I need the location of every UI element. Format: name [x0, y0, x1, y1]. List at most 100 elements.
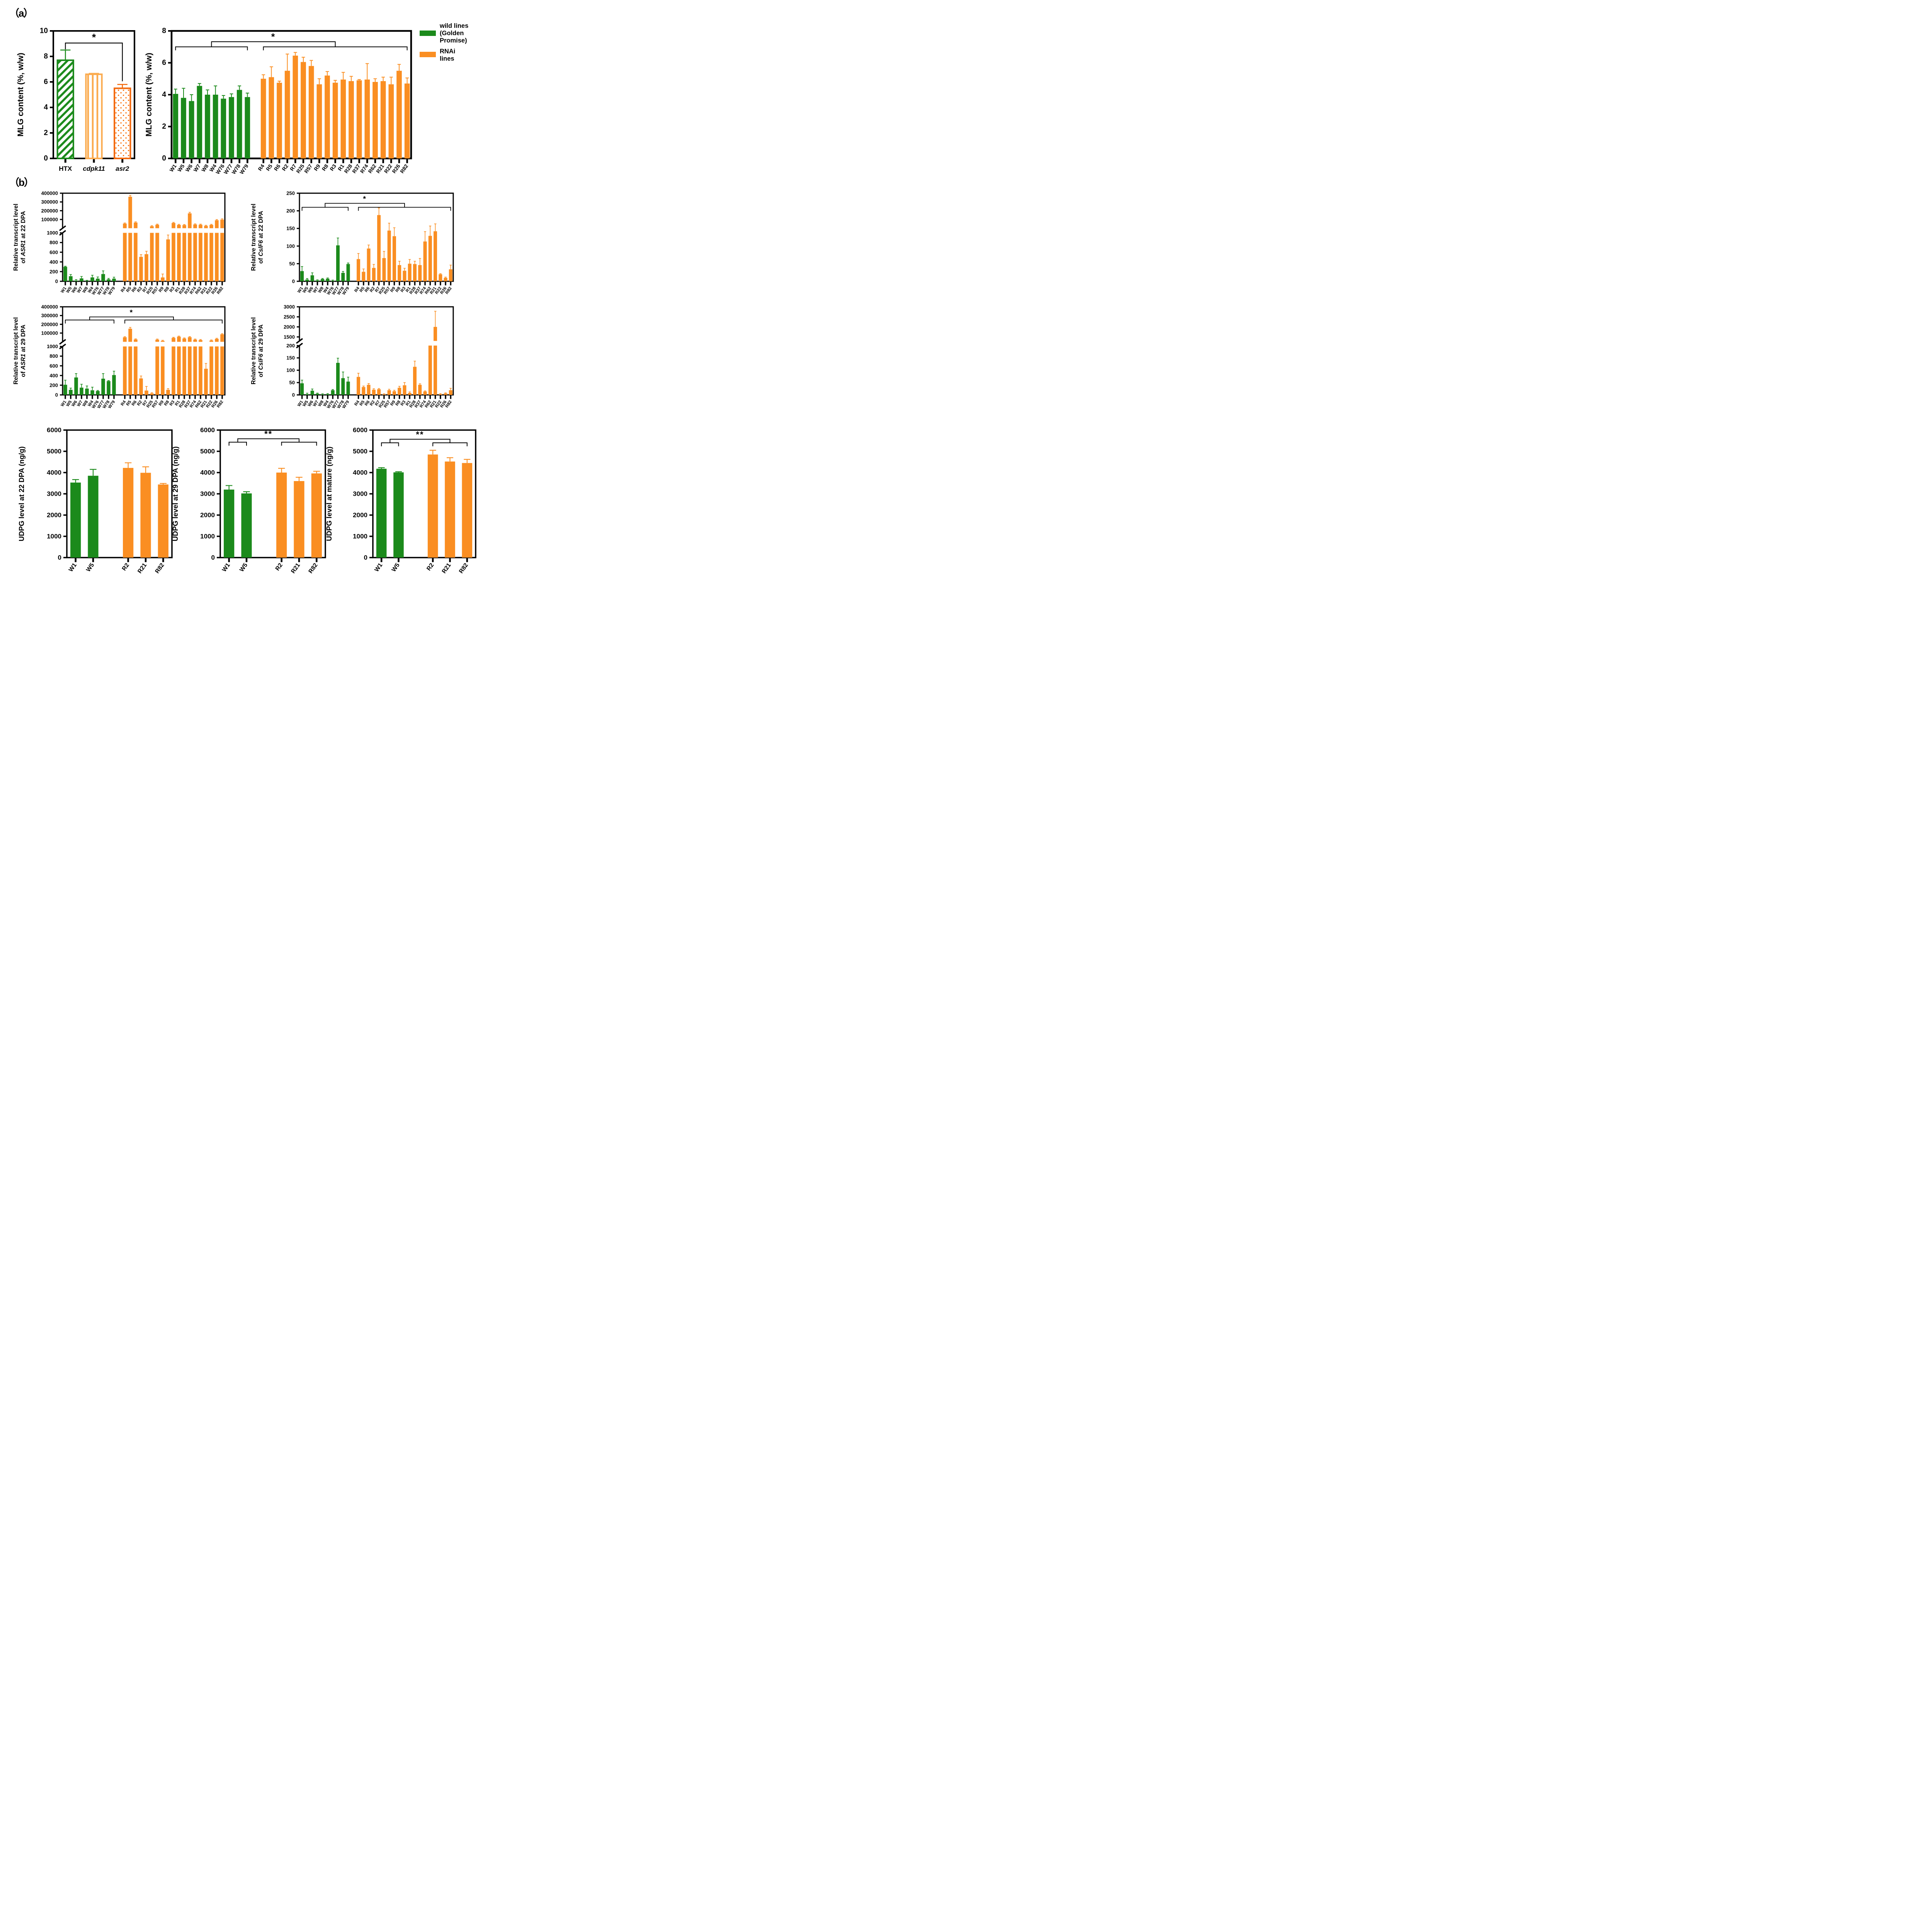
- x-tick-label-R2: R2: [281, 163, 289, 172]
- x-tick-label-W1: W1: [373, 562, 384, 573]
- bar-W1: [300, 383, 304, 395]
- x-tick-label-R8: R8: [321, 163, 329, 172]
- bar-R74: [423, 241, 427, 281]
- legend-item-wild-lines: wild lines (Golden Promise): [420, 22, 478, 44]
- bar-W77: [336, 245, 340, 281]
- legend-item-rnai-lines: RNAi lines: [420, 48, 478, 63]
- chart-cslf6-22dpa: 0 50 100 150 200 250 Relative transcript level…: [249, 185, 468, 304]
- chart-svg-udpg-mature: 0 1000 2000 3000 4000 5000 6000 UDPG level at m…: [325, 427, 476, 575]
- bar-R3: [332, 83, 338, 158]
- x-tick-label-R82: R82: [399, 163, 409, 174]
- bar-R62-lower: [199, 346, 202, 395]
- significance-star: *: [363, 195, 366, 203]
- x-tick-label-W5: W5: [85, 562, 95, 573]
- y-tick-label: 50: [289, 261, 295, 267]
- significance-bracket-a: [65, 320, 114, 324]
- significance-connector: [211, 41, 336, 47]
- y-tick-label: 0: [211, 554, 215, 561]
- legend-swatch-wild: [420, 31, 436, 36]
- y-tick-label: 0: [364, 554, 367, 561]
- bar-W76: [96, 391, 100, 395]
- bar-R25: [301, 62, 306, 158]
- bar-R3-lower: [172, 346, 175, 395]
- y-tick-label: 2000: [353, 512, 367, 519]
- significance-bracket: [65, 43, 123, 82]
- bar-R1-lower: [177, 346, 181, 395]
- y-tick-label: 2000: [47, 512, 61, 519]
- y-tick-label: 2000: [284, 324, 295, 330]
- chart-svg-udpg-29: 0 1000 2000 3000 4000 5000 6000 UDPG level at 2…: [171, 427, 326, 575]
- y-tick-label: 6: [162, 59, 166, 67]
- bar-W79: [346, 381, 350, 395]
- y-tick-label: 2500: [284, 314, 295, 320]
- bar-R26: [444, 277, 447, 281]
- significance-star: *: [130, 309, 133, 317]
- bar-W6: [74, 377, 78, 395]
- bar-R22-lower: [209, 346, 213, 395]
- y-axis-label: MLG content (%, w/w): [16, 53, 25, 137]
- plot-frame: [219, 429, 326, 558]
- bar-R3: [403, 270, 406, 281]
- bar-R2: [123, 468, 134, 558]
- bar-W76: [221, 99, 226, 158]
- significance-star: **: [416, 430, 424, 439]
- axis-break-mark: [59, 339, 66, 345]
- y-tick-label: 4000: [200, 469, 215, 476]
- x-tick-label-R82: R82: [458, 562, 469, 575]
- y-tick-label: 1000: [47, 344, 58, 349]
- bar-R28: [413, 264, 417, 281]
- x-tick-label-W79: W79: [239, 163, 250, 175]
- y-tick-label: 200: [49, 382, 58, 388]
- bar-R74: [423, 391, 427, 395]
- bar-R4-upper: [123, 223, 127, 228]
- bar-R6: [277, 83, 282, 158]
- y-tick-label: 0: [292, 279, 295, 284]
- bar-R28-upper: [182, 338, 186, 342]
- y-tick-label: 3000: [200, 490, 215, 498]
- bar-R22-upper: [209, 224, 213, 228]
- y-tick-label: 3000: [284, 304, 295, 310]
- bar-R22-lower: [209, 233, 213, 281]
- bar-W79: [346, 264, 350, 281]
- bar-R21-lower: [204, 233, 208, 281]
- y-axis-label: UDPG level at 22 DPA (ng/g): [17, 446, 26, 541]
- bar-R37-lower: [188, 346, 192, 395]
- y-axis-label: Relative transcript level: [13, 317, 19, 384]
- bar-R1: [408, 264, 412, 281]
- bar-W1: [173, 94, 179, 158]
- bar-R37-upper: [188, 213, 192, 228]
- bar-R57-upper: [155, 339, 159, 342]
- bar-W77: [101, 378, 105, 395]
- y-axis-label: Relative transcript level: [250, 317, 257, 384]
- bar-R1-lower: [177, 233, 181, 281]
- bar-R6-lower: [134, 233, 138, 281]
- x-tick-label-R21: R21: [441, 562, 452, 575]
- y-tick-label: 6000: [47, 427, 61, 434]
- y-tick-label: 4000: [47, 469, 61, 476]
- bar-W4: [213, 95, 218, 158]
- chart-asr1-22dpa: 0 200 400 600 800 1000 100000 200000 300000 40000…: [12, 185, 242, 304]
- axis-break-mark: [296, 338, 303, 344]
- bar-W79: [112, 375, 116, 395]
- bar-W1: [376, 469, 387, 558]
- bar-R62-lower: [428, 345, 432, 395]
- x-tick-label-R82: R82: [154, 562, 165, 575]
- significance-bracket-a: [175, 46, 248, 51]
- y-tick-label: 3000: [353, 490, 367, 498]
- bar-W4: [326, 394, 330, 395]
- bar-R5-lower: [128, 233, 132, 281]
- x-tick-label-R82: R82: [216, 286, 224, 295]
- bar-R1: [408, 393, 412, 395]
- bar-HTX: [56, 59, 74, 160]
- bar-R9: [392, 236, 396, 281]
- axis-break-mark: [59, 225, 66, 231]
- x-tick-label-R3: R3: [329, 163, 337, 172]
- bar-W76: [331, 390, 335, 395]
- bar-W78: [341, 378, 345, 395]
- bar-R62: [428, 236, 432, 281]
- x-tick-label-R6: R6: [273, 163, 281, 172]
- bar-R62: [372, 82, 378, 158]
- x-tick-label-W1: W1: [168, 163, 178, 173]
- bar-R82: [449, 390, 452, 395]
